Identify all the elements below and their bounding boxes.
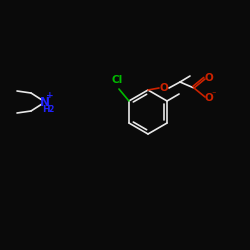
Text: ⁻: ⁻ <box>212 90 216 98</box>
Text: Cl: Cl <box>111 75 122 85</box>
Text: O: O <box>204 93 214 103</box>
Text: H: H <box>42 104 50 114</box>
Text: O: O <box>204 73 214 83</box>
Text: O: O <box>160 83 168 93</box>
Text: N: N <box>40 96 50 108</box>
Text: 2: 2 <box>48 104 54 114</box>
Text: +: + <box>46 92 54 100</box>
